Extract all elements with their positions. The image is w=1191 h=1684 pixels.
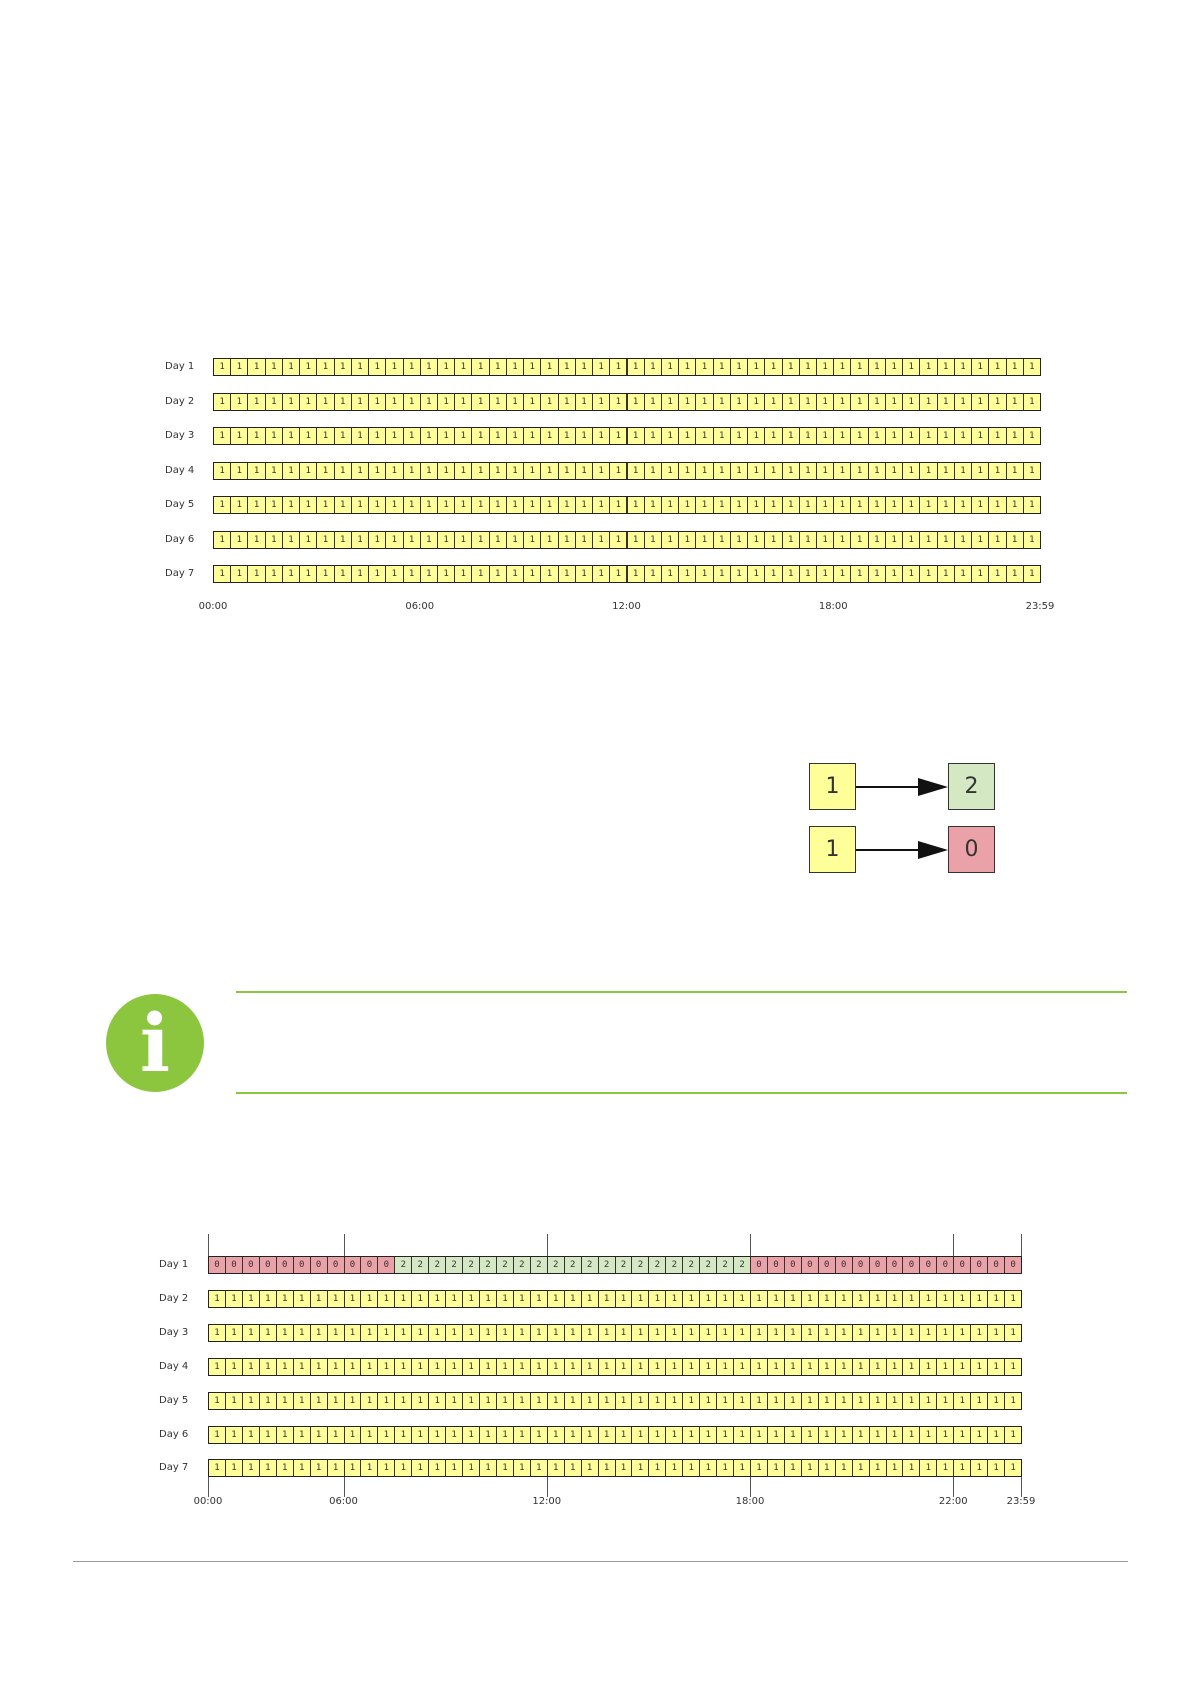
row-label: Day 3 [159, 1326, 189, 1338]
tick-label: 23:59 [1006, 1496, 1036, 1507]
tick-mark [1021, 1234, 1022, 1256]
row-label: Day 1 [159, 1259, 189, 1270]
tick-mark [953, 1234, 955, 1256]
row-label: Day 2 [159, 1292, 189, 1304]
row-frame [208, 1459, 1022, 1478]
row-label: Day 5 [165, 499, 195, 510]
tick-mark [343, 1234, 345, 1256]
row-label: Day 6 [165, 533, 195, 545]
row-label: Day 1 [165, 361, 195, 372]
info-bottom-rule [236, 1092, 1127, 1094]
tick-label: 00:00 [198, 601, 228, 612]
tick-label: 00:00 [193, 1496, 223, 1507]
tick-label: 18:00 [818, 601, 848, 612]
row-frame [208, 1323, 1022, 1342]
row-label: Day 5 [159, 1394, 189, 1406]
arrow-line [856, 786, 920, 788]
row-frame [208, 1391, 1022, 1410]
tick-mark [1021, 1477, 1022, 1498]
info-glyph: i [139, 996, 171, 1090]
row-frame [208, 1289, 1022, 1308]
tick-mark [208, 1234, 209, 1256]
tick-mark [953, 1477, 955, 1498]
tick-label: 12:00 [532, 1496, 562, 1507]
row-frame [208, 1425, 1022, 1444]
tick-label: 22:00 [938, 1496, 968, 1507]
state-box-from: 1 [809, 763, 856, 810]
row-label: Day 2 [165, 395, 195, 407]
tick-mark [750, 1477, 751, 1498]
row-label: Day 4 [159, 1360, 189, 1372]
info-top-rule [236, 991, 1127, 993]
tick-mark [343, 1477, 345, 1498]
row-frame [213, 358, 1041, 376]
row-label: Day 7 [165, 568, 195, 579]
tick-mark [208, 1477, 209, 1498]
tick-label: 23:59 [1025, 601, 1055, 612]
footer-rule [73, 1561, 1128, 1562]
arrowhead-icon [918, 841, 948, 859]
tick-label: 18:00 [735, 1496, 765, 1507]
row-frame [213, 530, 1041, 549]
info-icon: i [106, 994, 204, 1092]
tick-mark [750, 1234, 751, 1256]
tick-mark [546, 1477, 548, 1498]
row-frame [213, 496, 1041, 514]
row-label: Day 7 [159, 1462, 189, 1474]
row-frame [213, 392, 1041, 411]
arrow-line [856, 849, 920, 851]
row-frame [213, 461, 1041, 480]
state-box-to: 0 [948, 826, 995, 873]
row-label: Day 3 [165, 430, 195, 441]
tick-mark [546, 1234, 548, 1256]
row-frame [213, 427, 1041, 445]
row-frame [213, 565, 1041, 583]
row-frame [208, 1256, 1022, 1274]
state-box-from: 1 [809, 826, 856, 873]
row-label: Day 6 [159, 1428, 189, 1440]
state-box-to: 2 [948, 763, 995, 810]
arrowhead-icon [918, 778, 948, 796]
row-label: Day 4 [165, 464, 195, 476]
tick-label: 12:00 [612, 601, 641, 612]
tick-label: 06:00 [329, 1496, 358, 1507]
tick-label: 06:00 [405, 601, 435, 612]
row-frame [208, 1357, 1022, 1376]
